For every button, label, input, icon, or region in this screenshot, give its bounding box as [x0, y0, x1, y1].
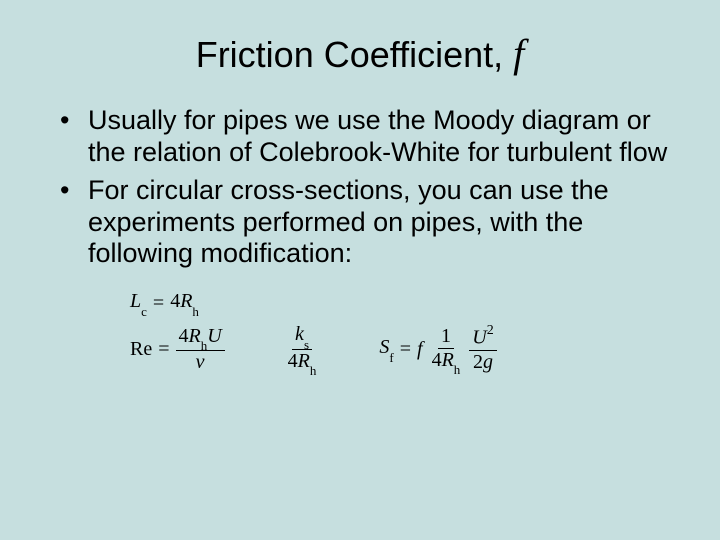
sub-s: s [304, 337, 309, 352]
list-item: For circular cross-sections, you can use… [60, 175, 670, 271]
var-f: f [417, 338, 423, 360]
var-g: g [483, 351, 493, 373]
equals-sign: = [400, 338, 411, 361]
fraction-re: 4RhU ν [176, 326, 225, 374]
var-R: R [189, 325, 201, 347]
equation-sf: Sf = f 1 4Rh U2 2g [379, 326, 496, 374]
coef-4: 4 [170, 290, 180, 312]
var-R: R [442, 349, 454, 371]
sub-h: h [201, 338, 208, 353]
var-R: R [298, 350, 310, 372]
equals-sign: = [158, 338, 169, 361]
frac-den: 4Rh [285, 350, 320, 375]
formula-area: Lc = 4Rh Re = 4RhU ν [130, 290, 670, 374]
var-L: L [130, 290, 141, 312]
coef-2: 2 [473, 351, 483, 373]
equation-lc: Lc = 4Rh [130, 290, 199, 316]
sup-2: 2 [487, 323, 494, 338]
coef-4: 4 [288, 350, 298, 372]
frac-num: U2 [469, 326, 496, 351]
title-symbol: f [513, 31, 524, 76]
coef-4: 4 [432, 349, 442, 371]
sub-h: h [192, 304, 199, 319]
var-k: k [295, 323, 304, 345]
var-S: S [379, 336, 389, 358]
coef-4: 4 [179, 325, 189, 347]
eq-lhs: Lc [130, 290, 147, 316]
equals-sign: = [153, 292, 164, 315]
list-item: Usually for pipes we use the Moody diagr… [60, 105, 670, 169]
var-U: U [207, 325, 221, 347]
var-R: R [180, 290, 192, 312]
fraction-1-4rh: 1 4Rh [429, 326, 464, 374]
bullet-text: Usually for pipes we use the Moody diagr… [88, 105, 667, 167]
formula-row-1: Lc = 4Rh [130, 290, 670, 316]
frac-den: 4Rh [429, 349, 464, 374]
frac-den: ν [193, 351, 208, 373]
equation-re: Re = 4RhU ν [130, 326, 225, 374]
var-U: U [472, 327, 486, 349]
frac-den: 2g [470, 351, 496, 373]
fraction-u2-2g: U2 2g [469, 326, 496, 373]
equation-ks: ks 4Rh [285, 324, 320, 374]
sub-f: f [389, 350, 393, 365]
var-Re: Re [130, 338, 152, 361]
sub-h: h [310, 363, 317, 378]
slide-title: Friction Coefficient, f [50, 30, 670, 77]
eq-rhs: 4Rh [170, 290, 199, 316]
bullet-list: Usually for pipes we use the Moody diagr… [60, 105, 670, 270]
bullet-text: For circular cross-sections, you can use… [88, 175, 609, 269]
frac-num: ks [292, 324, 312, 350]
formula-row-2: Re = 4RhU ν ks 4Rh [130, 324, 670, 374]
fraction-ks: ks 4Rh [285, 324, 320, 374]
var-nu: ν [196, 351, 205, 373]
sub-c: c [141, 304, 147, 319]
title-prefix: Friction Coefficient, [196, 34, 513, 75]
frac-num: 4RhU [176, 326, 225, 352]
sub-h: h [454, 362, 461, 377]
frac-num: 1 [438, 326, 454, 349]
eq-lhs: Sf [379, 336, 393, 362]
